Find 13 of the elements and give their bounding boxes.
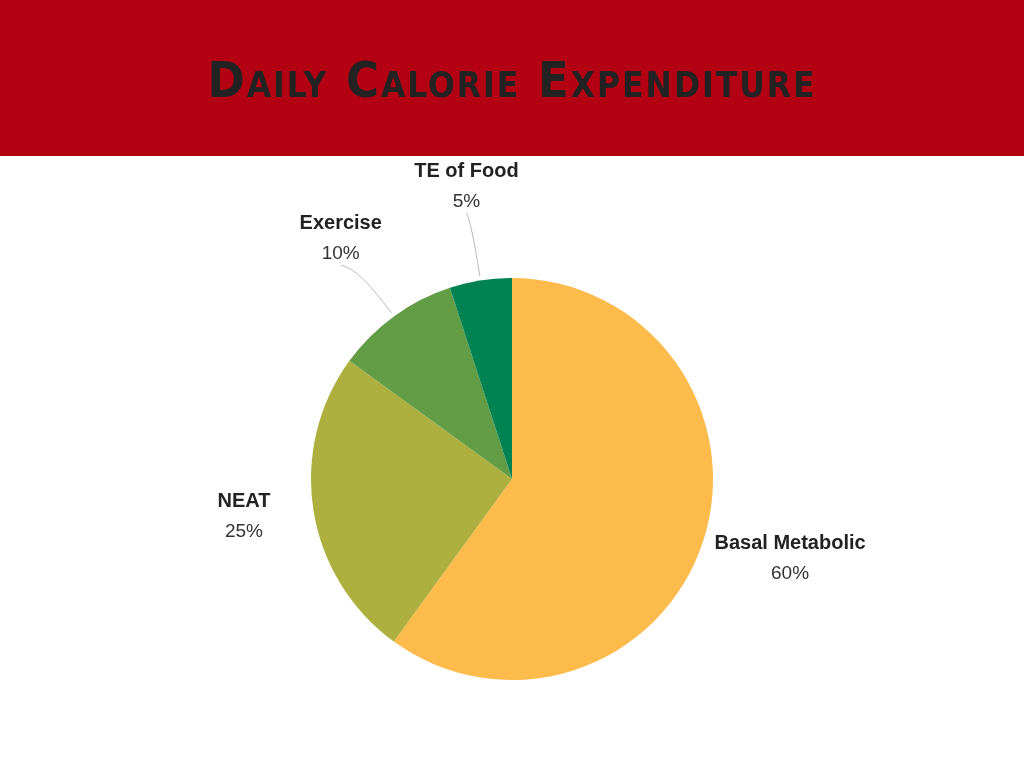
data-label: 5% [452, 190, 481, 212]
data-label: 10% [321, 242, 360, 264]
pie-slice [393, 278, 713, 680]
data-label: 60% [771, 561, 810, 583]
slice-label: NEAT [217, 489, 271, 512]
pie-slice [449, 278, 512, 479]
slice-label: TE of Food [414, 159, 519, 182]
pie-slice [349, 287, 512, 479]
chart-title: Daily Calorie Expenditure [207, 51, 817, 109]
data-label: 25% [224, 520, 264, 542]
pie-slice [311, 360, 512, 642]
slice-label: Exercise [299, 211, 382, 234]
slice-label: Basal Metabolic [714, 530, 866, 553]
